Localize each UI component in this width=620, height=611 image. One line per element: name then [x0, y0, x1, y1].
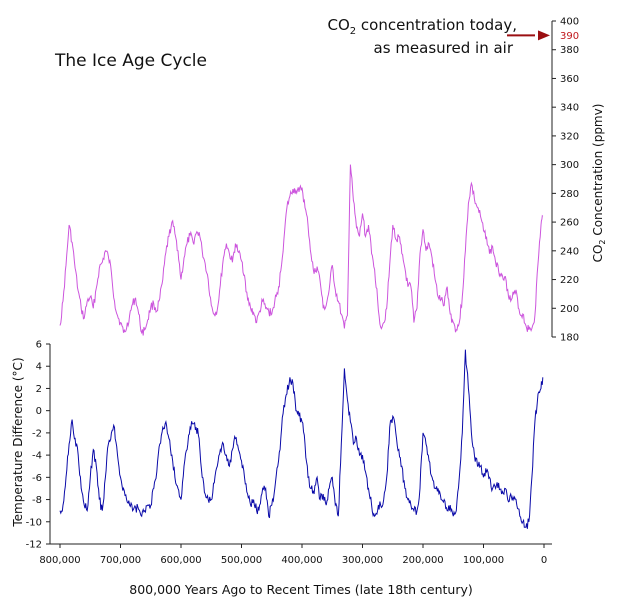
annotation-line-1: CO2 concentration today, — [328, 16, 518, 37]
co2-axis-label: CO2 Concentration (ppmv) — [591, 104, 607, 263]
co2-series-line — [59, 164, 544, 336]
temperature-tick-label: -6 — [32, 473, 42, 484]
temperature-tick-label: 4 — [36, 362, 42, 373]
x-tick-label: 800,000 — [39, 555, 80, 566]
x-tick-label: 500,000 — [221, 555, 262, 566]
temperature-tick-label: -10 — [26, 517, 42, 528]
co2-tick-label: 300 — [560, 160, 579, 171]
x-tick-label: 600,000 — [160, 555, 201, 566]
co2-tick-label: 240 — [560, 246, 579, 257]
temperature-tick-label: -4 — [32, 451, 42, 462]
temperature-series-line — [59, 349, 544, 529]
arrow-head-icon — [538, 30, 550, 41]
temperature-tick-label: -8 — [32, 495, 42, 506]
x-tick-label: 200,000 — [402, 555, 443, 566]
temperature-tick-label: -12 — [26, 540, 42, 551]
temperature-tick-label: 0 — [36, 406, 42, 417]
co2-tick-label: 180 — [560, 333, 579, 344]
x-tick-label: 100,000 — [463, 555, 504, 566]
x-axis: 800,000 700,000 600,000 500,000 400,000 300,0… — [39, 543, 552, 566]
co2-axis: 180 200 220 240 260 280 300 320 340 360 380 400 390 — [551, 17, 579, 344]
co2-tick-label: 280 — [560, 189, 579, 200]
co2-tick-label: 340 — [560, 103, 579, 114]
chart-title: The Ice Age Cycle — [54, 51, 207, 71]
temperature-axis: -12 -10 -8 -6 -4 -2 0 2 4 6 — [26, 340, 51, 551]
co2-tick-label: 380 — [560, 45, 579, 56]
co2-tick-label: 260 — [560, 218, 579, 229]
temperature-axis-label: Temperature Difference (°C) — [11, 357, 25, 527]
annotation-arrow — [507, 30, 550, 41]
temperature-tick-label: 2 — [36, 384, 42, 395]
co2-tick-label: 400 — [560, 17, 579, 28]
x-axis-label: 800,000 Years Ago to Recent Times (late … — [129, 582, 473, 597]
co2-tick-label: 200 — [560, 304, 579, 315]
co2-tick-label: 220 — [560, 275, 579, 286]
co2-tick-label: 320 — [560, 131, 579, 142]
temperature-tick-label: -2 — [32, 428, 42, 439]
x-tick-label: 700,000 — [100, 555, 141, 566]
co2-today-value: 390 — [560, 31, 579, 42]
x-tick-label: 300,000 — [342, 555, 383, 566]
x-tick-label: 400,000 — [281, 555, 322, 566]
x-tick-label: 0 — [541, 555, 547, 566]
annotation-line-2: as measured in air — [374, 39, 514, 57]
temperature-tick-label: 6 — [36, 340, 42, 351]
co2-tick-label: 360 — [560, 74, 579, 85]
